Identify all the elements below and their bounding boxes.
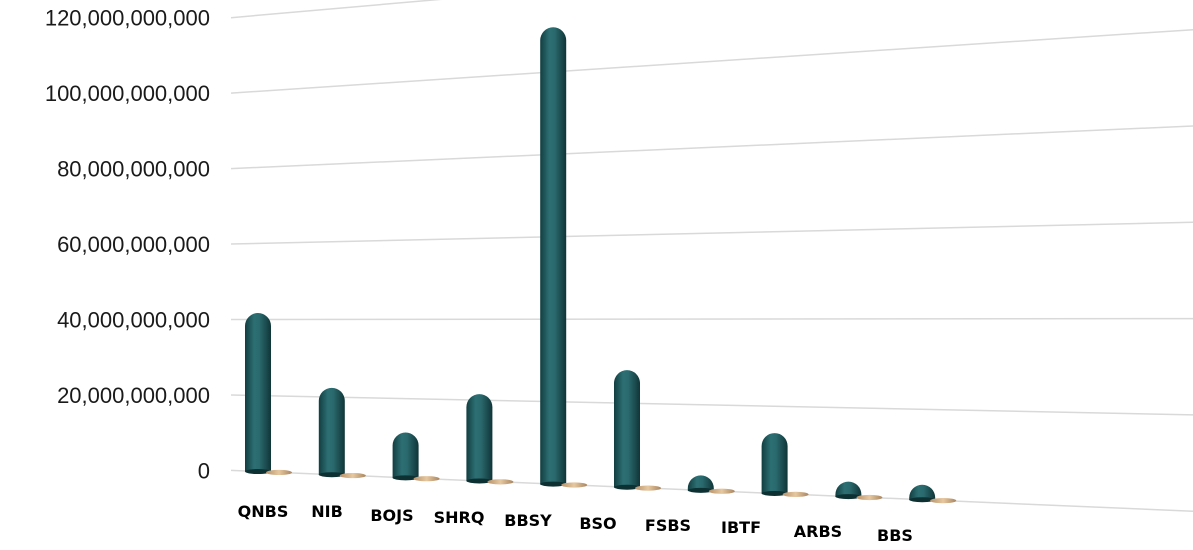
- x-tick-label: BBS: [877, 526, 913, 545]
- x-tick-label: ARBS: [794, 522, 842, 541]
- stub-bar-bbsy: [561, 482, 588, 488]
- x-tick-label: BBSY: [504, 511, 552, 530]
- gridline: [230, 221, 1193, 245]
- x-tick-label: NIB: [311, 502, 343, 521]
- bar-arbs: [835, 481, 862, 497]
- x-axis-tick-labels: QNBS NIB BOJS SHRQ BBSY BSO FSBS IBTF ARBS BBS: [238, 502, 913, 545]
- stub-bar-nib: [339, 472, 366, 479]
- bar-base: [614, 484, 640, 490]
- stub-bar-bbs: [930, 498, 957, 504]
- x-tick-label: IBTF: [721, 518, 761, 537]
- y-tick-label: 100,000,000,000: [45, 81, 210, 106]
- y-tick-label: 40,000,000,000: [57, 308, 210, 333]
- bar-base: [318, 472, 345, 478]
- bar-bojs: [392, 432, 419, 478]
- x-tick-label: BOJS: [370, 506, 413, 525]
- bars: [245, 27, 957, 504]
- x-tick-label: QNBS: [238, 502, 289, 521]
- gridlines: [230, 0, 1193, 512]
- y-tick-label: 0: [198, 459, 210, 484]
- gridline: [230, 0, 442, 19]
- x-tick-label: FSBS: [645, 516, 691, 535]
- y-tick-label: 120,000,000,000: [45, 6, 210, 31]
- y-axis-tick-labels: 0 20,000,000,000 40,000,000,000 60,000,000,…: [45, 6, 210, 484]
- bar-base: [392, 475, 419, 481]
- stub-bar-ibtf: [782, 491, 809, 497]
- bar-shrq: [466, 394, 493, 481]
- stub-bar-fsbs: [708, 488, 735, 494]
- x-tick-label: BSO: [579, 514, 616, 533]
- bar-nib: [318, 387, 345, 475]
- bar-bso: [614, 370, 640, 488]
- bar-base: [909, 497, 936, 503]
- bar-base: [540, 481, 567, 487]
- stub-bar-shrq: [487, 479, 514, 485]
- y-tick-label: 80,000,000,000: [57, 157, 210, 182]
- bar-fsbs: [687, 475, 714, 491]
- stub-bar-bso: [635, 485, 661, 491]
- gridline: [230, 394, 1193, 416]
- gridline: [230, 317, 1193, 321]
- bar-ibtf: [761, 433, 788, 494]
- stub-bar-bojs: [413, 476, 440, 482]
- stub-bar-arbs: [856, 494, 883, 501]
- gridline: [230, 28, 1193, 94]
- bar-bbsy: [540, 27, 567, 485]
- gridline: [230, 125, 1193, 170]
- bar-base: [761, 490, 788, 496]
- y-tick-label: 20,000,000,000: [57, 383, 210, 408]
- bar-base: [245, 469, 271, 475]
- bar-base: [687, 487, 714, 493]
- bar-base: [466, 478, 493, 484]
- y-tick-label: 60,000,000,000: [57, 232, 210, 257]
- stub-bar-qnbs: [266, 469, 292, 476]
- x-tick-label: SHRQ: [434, 508, 485, 527]
- bar-qnbs: [245, 313, 271, 472]
- bar-bbs: [909, 484, 936, 500]
- bar-base: [835, 494, 862, 500]
